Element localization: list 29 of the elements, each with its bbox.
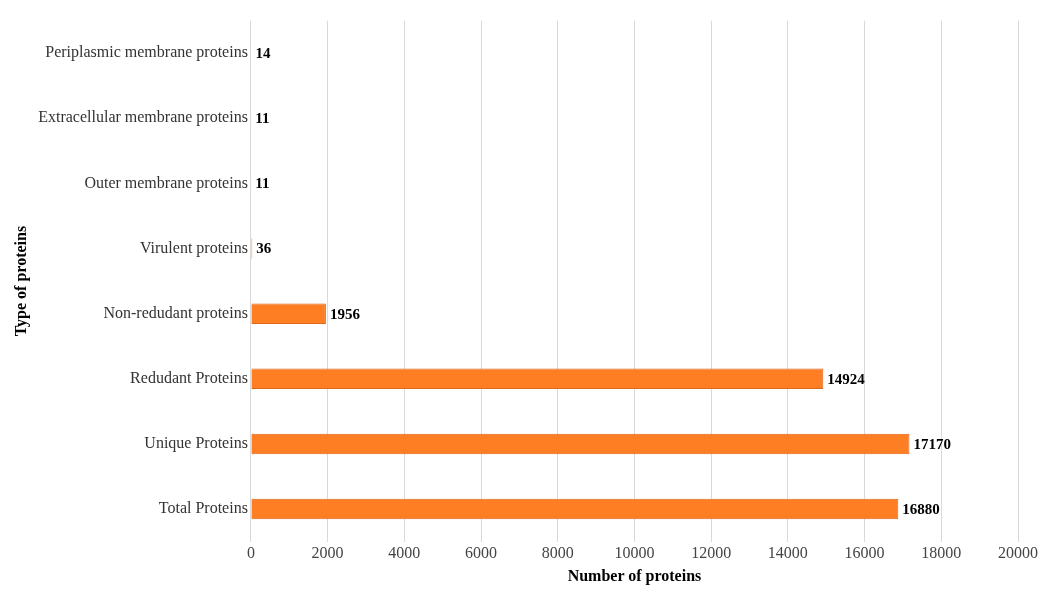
x-axis-title: Number of proteins (567, 566, 702, 585)
data-label: 11 (255, 110, 270, 127)
data-label: 1956 (329, 305, 361, 322)
y-tick-label: Virulent proteins (139, 238, 248, 257)
y-tick-label: Non-redudant proteins (103, 303, 248, 322)
data-label: 16880 (902, 500, 940, 517)
data-label: 14 (255, 45, 271, 62)
y-tick-label: Redudant Proteins (130, 368, 248, 386)
y-tick-label: Extracellular membrane proteins (38, 108, 248, 127)
data-label: 36 (256, 240, 272, 257)
y-tick-label: Periplasmic membrane proteins (45, 43, 248, 62)
x-tick-label: 0 (246, 544, 255, 562)
x-tick-label: 6000 (465, 544, 498, 562)
x-tick-label: 14000 (767, 544, 808, 562)
x-tick-label: 2000 (311, 544, 344, 562)
x-tick-label: 12000 (691, 544, 732, 562)
x-tick-label: 4000 (388, 544, 421, 562)
x-tick-label: 8000 (541, 544, 574, 562)
x-tick-label: 10000 (614, 544, 655, 562)
data-label: 11 (255, 175, 270, 192)
y-tick-label: Total Proteins (158, 499, 248, 517)
y-axis-title: Type of proteins (11, 225, 30, 337)
y-tick-label: Unique Proteins (144, 434, 248, 453)
x-tick-label: 18000 (921, 544, 962, 562)
x-tick-label: 20000 (998, 544, 1038, 562)
x-tick-label: 16000 (844, 544, 885, 562)
y-tick-label: Outer membrane proteins (84, 173, 248, 192)
data-label: 17170 (913, 435, 951, 452)
data-label: 14924 (827, 370, 866, 387)
